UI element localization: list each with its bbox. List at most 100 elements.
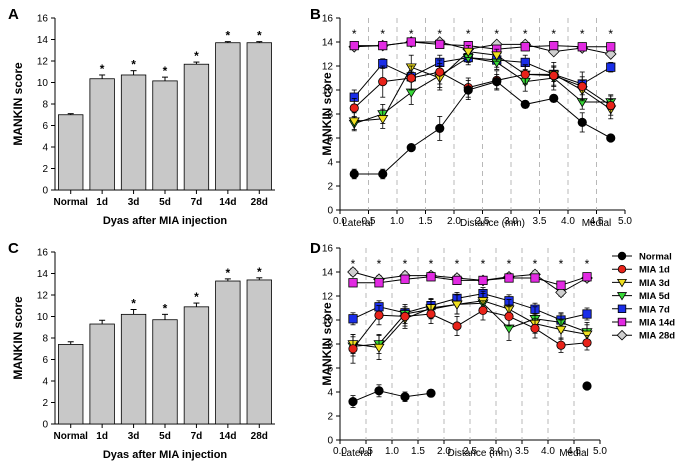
data-point [451,300,463,310]
data-point [426,309,436,319]
bar [58,344,84,425]
legend: Normal MIA 1d MIA 3d MIA 5d MIA 7d MIA 14d MIA… [612,252,675,342]
significance-mark: * [257,29,262,43]
data-point [349,41,359,51]
series-line [354,81,611,175]
significance-mark: * [194,290,199,304]
series-line [352,300,588,349]
significance-mark: * [551,27,556,41]
y-tick-label: 4 [42,143,48,154]
panel-label: B [310,6,321,23]
series-mia-14d [348,272,592,290]
data-point [426,388,436,398]
data-point [452,321,462,331]
significance-mark: * [380,27,385,41]
significance-mark: * [481,257,486,271]
y-tick-label: 16 [37,248,49,259]
y-tick-label: 10 [322,86,334,97]
y-tick-label: 6 [327,364,333,375]
data-point [378,41,388,51]
category-label: 7d [191,197,203,208]
data-point [400,311,410,321]
y-tick-label: 16 [322,244,334,255]
data-point [530,273,540,283]
data-point [463,85,473,95]
significance-mark: * [403,257,408,271]
panel-A: A 0 2 4 6 8 10 12 14 16 MANKIN score Normal 1d * 3d * 5d… [8,6,275,227]
data-point [347,266,359,278]
y-tick-label: 2 [42,164,48,175]
data-point [504,273,514,283]
x-tick-label: 1.5 [411,446,425,457]
data-point [549,93,559,104]
bar [89,78,115,191]
y-tick-label: 8 [327,340,333,351]
data-point [348,396,358,407]
data-point [504,311,514,321]
significance-mark: * [163,64,168,78]
bar [120,313,147,425]
significance-mark: * [131,58,136,72]
bar [120,74,147,191]
x-tick-label: 4.0 [561,216,575,227]
data-point [582,272,592,282]
data-point [577,42,587,52]
panel-label: C [8,240,19,257]
data-point [556,340,566,350]
legend-marker [616,278,628,288]
x-tick-label: 3.5 [533,216,547,227]
x-axis-label: Dyas after MIA injection [103,215,228,227]
legend-marker [616,329,628,341]
y-tick-label: 12 [37,57,49,68]
significance-mark: * [352,27,357,41]
x-tick-label: 4.5 [567,446,581,457]
significance-mark: * [533,257,538,271]
data-point [349,103,359,113]
bar [58,114,84,191]
data-point [348,344,358,354]
category-label: 28d [251,197,268,208]
y-tick-label: 2 [42,398,48,409]
y-tick-label: 4 [327,388,333,399]
legend-label: MIA 28d [639,331,675,342]
data-point [406,73,416,83]
data-point [348,278,358,288]
x-tick-label: 5.0 [618,216,632,227]
series-line [352,309,588,350]
y-tick-label: 6 [327,134,333,145]
data-point [349,169,359,179]
bar [183,306,210,425]
data-point [378,169,388,179]
data-point [373,343,385,353]
x-axis-label-lateral: Lateral [341,448,372,459]
significance-mark: * [523,27,528,41]
legend-label: MIA 1d [639,265,670,276]
data-point [555,325,567,335]
legend-label: MIA 3d [639,278,670,289]
significance-mark: * [429,257,434,271]
data-point [400,274,410,284]
category-label: Normal [53,197,88,208]
significance-mark: * [466,27,471,41]
panel-B: B 0 2 4 6 8 10 12 14 16 MANKIN score 0.0 0.5 1.0 1.5 2.… [310,6,632,229]
x-tick-label: 4.5 [590,216,604,227]
category-label: 5d [159,197,171,208]
legend-marker [617,251,627,261]
bar [246,42,272,191]
series-line [353,57,612,98]
y-tick-label: 14 [322,268,334,279]
category-label: 14d [219,431,236,442]
y-tick-label: 6 [42,355,48,366]
data-point [582,309,592,319]
x-tick-label: 3.0 [489,446,503,457]
x-tick-label: 3.5 [515,446,529,457]
significance-mark: * [257,265,262,279]
data-point [606,101,616,111]
data-point [582,338,592,348]
category-label: 28d [251,431,268,442]
legend-marker [617,304,627,313]
x-tick-label: 1.0 [385,446,399,457]
legend-label: Normal [639,252,672,263]
significance-mark: * [585,257,590,271]
